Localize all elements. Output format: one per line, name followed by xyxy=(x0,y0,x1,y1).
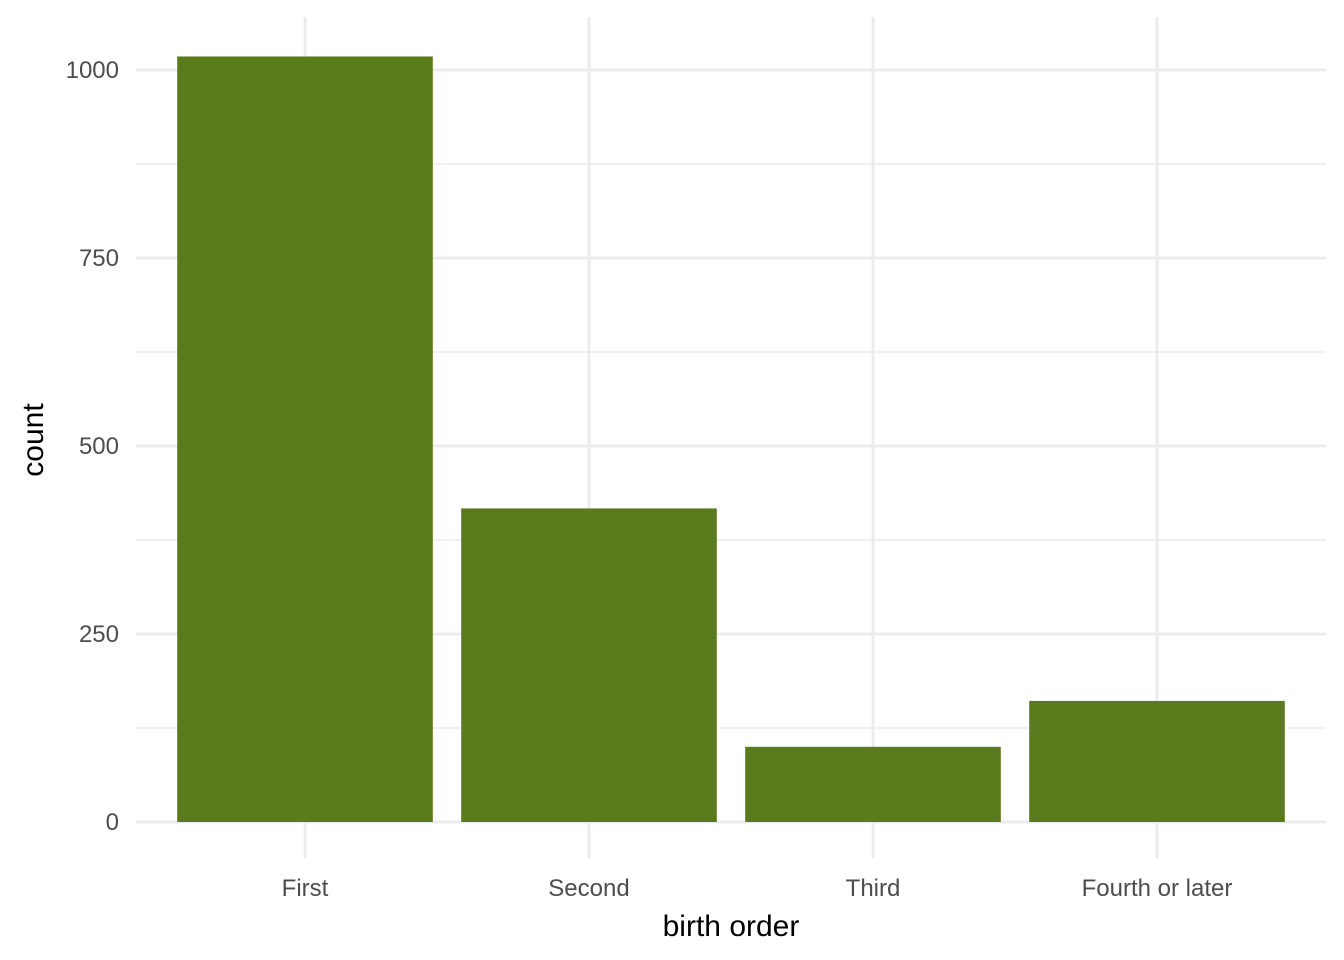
y-tick-label: 750 xyxy=(79,245,119,272)
y-tick-label: 1000 xyxy=(66,57,119,84)
y-tick-label: 500 xyxy=(79,433,119,460)
x-tick-label: Fourth or later xyxy=(1082,875,1233,902)
bar-fourth-or-later xyxy=(1029,700,1285,822)
y-axis-title: count xyxy=(17,403,50,477)
bar-first xyxy=(177,56,433,823)
bars xyxy=(177,56,1285,823)
bar-third xyxy=(745,746,1001,822)
x-tick-label: Third xyxy=(846,875,901,902)
x-tick-label: Second xyxy=(548,875,629,902)
y-tick-label: 0 xyxy=(106,809,119,836)
y-axis-tick-labels: 0 250 500 750 1000 xyxy=(66,57,119,836)
x-axis-title: birth order xyxy=(663,910,800,943)
x-tick-label: First xyxy=(282,875,329,902)
y-tick-label: 250 xyxy=(79,621,119,648)
x-axis-tick-labels: First Second Third Fourth or later xyxy=(282,875,1233,902)
bar-second xyxy=(461,508,717,822)
